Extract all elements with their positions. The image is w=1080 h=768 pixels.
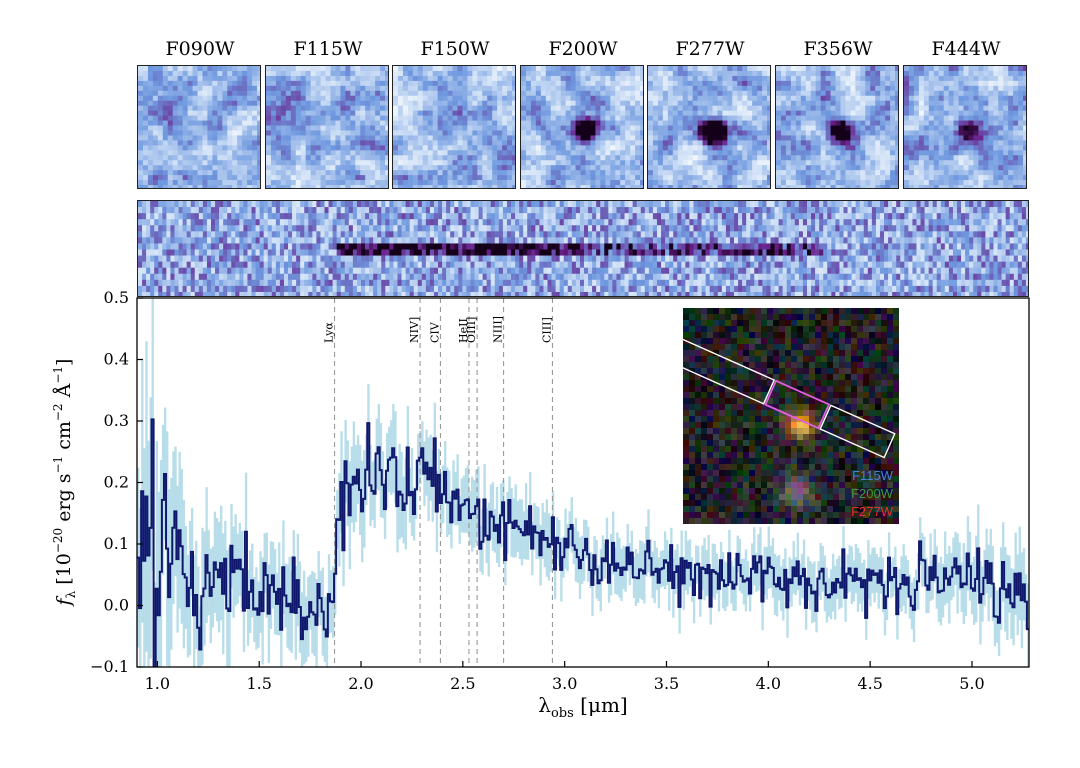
x-tick-label: 1.0 [145, 674, 170, 693]
x-tick-label: 2.0 [348, 674, 373, 693]
stamp-label-f090w: F090W [165, 38, 235, 60]
x-axis-ticks: 1.0 1.5 2.0 2.5 3.0 3.5 4.0 4.5 5.0 [145, 661, 985, 693]
image-stamp-f200w [520, 65, 644, 189]
y-tick-label: −0.1 [90, 657, 129, 676]
x-tick-label: 3.5 [654, 674, 679, 693]
image-stamp-f090w [137, 65, 261, 189]
image-stamp-f150w [392, 65, 516, 189]
error-bin [197, 566, 200, 667]
y-tick-label: 0.5 [104, 288, 129, 307]
stamp-label-f150w: F150W [420, 38, 490, 60]
image-stamp-f115w [265, 65, 389, 189]
inset-legend-f115w: F115W [852, 468, 893, 483]
x-tick-label: 1.5 [246, 674, 271, 693]
flux-series-line [137, 418, 1029, 667]
y-axis-label: fλ [10−20 erg s−1 cm−2 Å−1] [51, 359, 78, 608]
x-axis-label: λobs [μm] [538, 693, 627, 721]
emission-line-label: NIV] [408, 317, 421, 343]
image-stamp-f277w [647, 65, 771, 189]
y-tick-label: 0.2 [104, 473, 129, 492]
inset-legend-f277w: F277W [851, 504, 893, 519]
x-tick-label: 5.0 [959, 674, 984, 693]
x-tick-label: 4.5 [857, 674, 882, 693]
y-tick-label: 0.4 [104, 350, 129, 369]
emission-line-label: HeII [457, 318, 470, 343]
emission-line-label: Lyα [323, 322, 336, 343]
stamp-label-f115w: F115W [293, 38, 363, 60]
x-tick-label: 3.0 [552, 674, 577, 693]
stamp-label-f444w: F444W [931, 38, 1001, 60]
stamp-label-f356w: F356W [803, 38, 873, 60]
x-tick-label: 4.0 [756, 674, 781, 693]
y-axis-ticks: −0.1 0.0 0.1 0.2 0.3 0.4 0.5 [90, 288, 143, 676]
error-bin [155, 441, 159, 667]
image-stamp-f356w [775, 65, 899, 189]
stamp-label-f200w: F200W [548, 38, 618, 60]
spectrum-2d-image [137, 200, 1029, 297]
y-tick-label: 0.0 [104, 596, 129, 615]
error-bin [1026, 583, 1029, 667]
stamp-label-f277w: F277W [675, 38, 745, 60]
inset-legend-f200w: F200W [851, 486, 893, 501]
y-tick-label: 0.3 [104, 411, 129, 430]
emission-line-label: CIII] [540, 317, 553, 343]
image-stamp-f444w [903, 65, 1027, 189]
slit-shutters [683, 331, 896, 459]
emission-line-label: OIII] [465, 317, 478, 343]
emission-line-label: NIII] [492, 316, 505, 343]
x-tick-label: 2.5 [450, 674, 475, 693]
emission-line-label: CIV [428, 321, 441, 343]
y-tick-label: 0.1 [104, 534, 129, 553]
rgb-inset-image: F115W F200W F277W [683, 308, 899, 524]
